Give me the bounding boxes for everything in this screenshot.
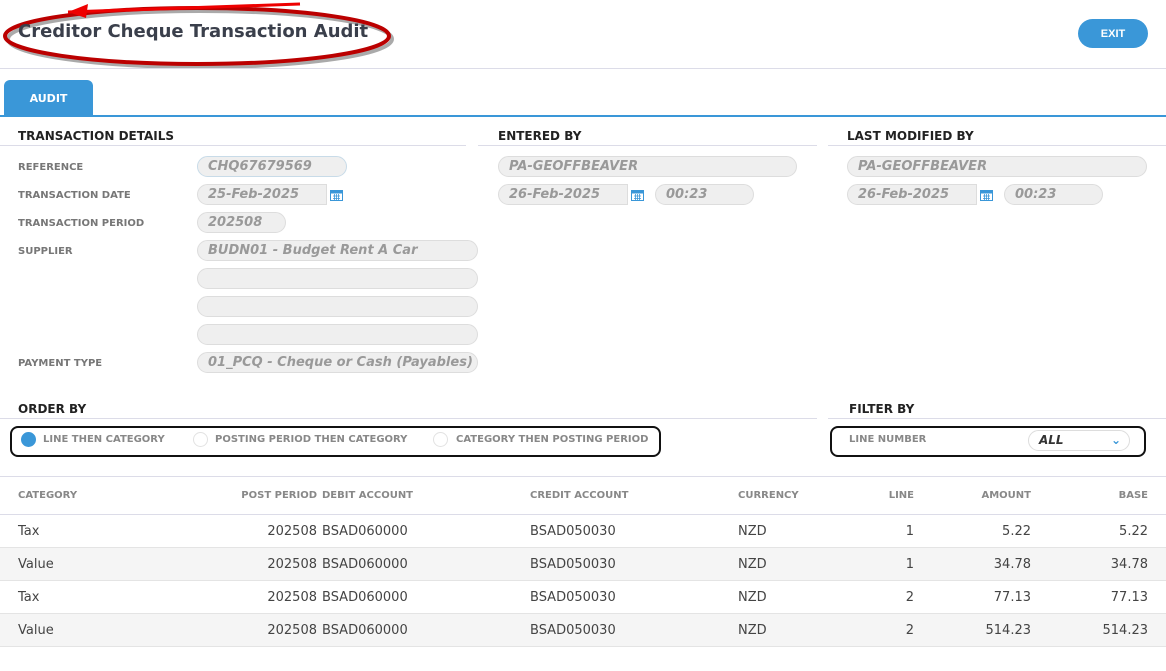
table-cell: 1: [905, 524, 914, 539]
table-cell: BSAD060000: [322, 623, 408, 638]
payment-type-label: PAYMENT TYPE: [18, 358, 103, 369]
table-cell: 202508: [267, 557, 317, 572]
order-by-heading: ORDER BY: [18, 402, 87, 416]
divider: [0, 145, 466, 146]
entered-time-field[interactable]: 00:23: [655, 184, 754, 205]
tab-audit[interactable]: AUDIT: [4, 80, 93, 116]
table-cell: Value: [18, 623, 54, 638]
order-by-group: [10, 426, 661, 457]
entered-by-user-field[interactable]: PA-GEOFFBEAVER: [498, 156, 797, 177]
filter-group: [830, 426, 1146, 457]
calendar-icon[interactable]: [326, 184, 346, 205]
table-cell: 202508: [267, 590, 317, 605]
table-cell: NZD: [738, 557, 767, 572]
radio-posting-period-then-category[interactable]: [193, 432, 208, 447]
line-number-label: LINE NUMBER: [849, 434, 927, 445]
radio-label[interactable]: POSTING PERIOD THEN CATEGORY: [215, 434, 408, 445]
table-cell: 2: [905, 590, 914, 605]
line-number-select[interactable]: ALL ⌄: [1028, 430, 1130, 451]
table-cell: 77.13: [1110, 590, 1148, 605]
radio-category-then-posting-period[interactable]: [433, 432, 448, 447]
table-cell: 5.22: [1002, 524, 1031, 539]
transaction-period-field[interactable]: 202508: [197, 212, 286, 233]
table-cell: 202508: [267, 524, 317, 539]
table-cell: 5.22: [1119, 524, 1148, 539]
column-header-base[interactable]: BASE: [1118, 490, 1148, 501]
table-cell: 1: [905, 557, 914, 572]
divider: [828, 418, 1166, 419]
calendar-icon[interactable]: [976, 184, 996, 205]
supplier-address-line-3[interactable]: [197, 324, 478, 345]
divider: [0, 514, 1166, 515]
table-cell: Tax: [18, 524, 40, 539]
table-cell: BSAD050030: [530, 590, 616, 605]
divider: [478, 145, 817, 146]
divider: [828, 145, 1166, 146]
column-header-category[interactable]: CATEGORY: [18, 490, 78, 501]
column-header-currency[interactable]: CURRENCY: [738, 490, 799, 501]
table-row[interactable]: Value 202508 BSAD060000 BSAD050030 NZD 2 514.2…: [0, 614, 1166, 647]
line-number-value: ALL: [1039, 433, 1064, 447]
table-cell: BSAD050030: [530, 557, 616, 572]
table-cell: BSAD060000: [322, 524, 408, 539]
radio-label[interactable]: LINE THEN CATEGORY: [43, 434, 165, 445]
entered-by-heading: ENTERED BY: [498, 129, 582, 143]
radio-line-then-category[interactable]: [21, 432, 36, 447]
table-cell: BSAD050030: [530, 623, 616, 638]
table-cell: Tax: [18, 590, 40, 605]
exit-button[interactable]: EXIT: [1078, 19, 1148, 48]
annotation-ellipse: [3, 2, 394, 69]
modified-date-field[interactable]: 26-Feb-2025: [847, 184, 977, 205]
supplier-field[interactable]: BUDN01 - Budget Rent A Car: [197, 240, 478, 261]
column-header-post-period[interactable]: POST PERIOD: [241, 490, 317, 501]
table-cell: Value: [18, 557, 54, 572]
supplier-address-line-2[interactable]: [197, 296, 478, 317]
table-cell: NZD: [738, 590, 767, 605]
table-cell: 2: [905, 623, 914, 638]
entered-date-field[interactable]: 26-Feb-2025: [498, 184, 628, 205]
supplier-address-line-1[interactable]: [197, 268, 478, 289]
table-cell: 34.78: [1110, 557, 1148, 572]
table-cell: BSAD050030: [530, 524, 616, 539]
table-cell: 77.13: [993, 590, 1031, 605]
transaction-date-field[interactable]: 25-Feb-2025: [197, 184, 327, 205]
table-cell: 34.78: [993, 557, 1031, 572]
transaction-period-label: TRANSACTION PERIOD: [18, 218, 145, 229]
transaction-date-label: TRANSACTION DATE: [18, 190, 131, 201]
reference-field[interactable]: CHQ67679569: [197, 156, 347, 177]
column-header-amount[interactable]: AMOUNT: [981, 490, 1031, 501]
tab-underline: [0, 115, 1166, 117]
modified-time-field[interactable]: 00:23: [1004, 184, 1103, 205]
table-row[interactable]: Value 202508 BSAD060000 BSAD050030 NZD 1 34.78…: [0, 548, 1166, 581]
divider: [0, 68, 1166, 69]
filter-by-heading: FILTER BY: [849, 402, 915, 416]
table-cell: 514.23: [1102, 623, 1149, 638]
divider: [0, 418, 817, 419]
page-title: Creditor Cheque Transaction Audit: [18, 21, 369, 42]
calendar-icon[interactable]: [627, 184, 647, 205]
table-cell: BSAD060000: [322, 557, 408, 572]
last-modified-heading: LAST MODIFIED BY: [847, 129, 974, 143]
column-header-debit-account[interactable]: DEBIT ACCOUNT: [322, 490, 414, 501]
reference-label: REFERENCE: [18, 162, 84, 173]
table-cell: BSAD060000: [322, 590, 408, 605]
radio-label[interactable]: CATEGORY THEN POSTING PERIOD: [456, 434, 649, 445]
table-row[interactable]: Tax 202508 BSAD060000 BSAD050030 NZD 1 5.22 5.2…: [0, 515, 1166, 548]
chevron-down-icon: ⌄: [1110, 433, 1121, 447]
column-header-line[interactable]: LINE: [888, 490, 914, 501]
transaction-details-heading: TRANSACTION DETAILS: [18, 129, 175, 143]
table-cell: NZD: [738, 524, 767, 539]
modified-by-user-field[interactable]: PA-GEOFFBEAVER: [847, 156, 1147, 177]
divider: [0, 476, 1166, 477]
table-row[interactable]: Tax 202508 BSAD060000 BSAD050030 NZD 2 77.13 77…: [0, 581, 1166, 614]
table-cell: NZD: [738, 623, 767, 638]
table-cell: 202508: [267, 623, 317, 638]
column-header-credit-account[interactable]: CREDIT ACCOUNT: [530, 490, 629, 501]
supplier-label: SUPPLIER: [18, 246, 73, 257]
table-cell: 514.23: [985, 623, 1032, 638]
payment-type-field[interactable]: 01_PCQ - Cheque or Cash (Payables): [197, 352, 478, 373]
